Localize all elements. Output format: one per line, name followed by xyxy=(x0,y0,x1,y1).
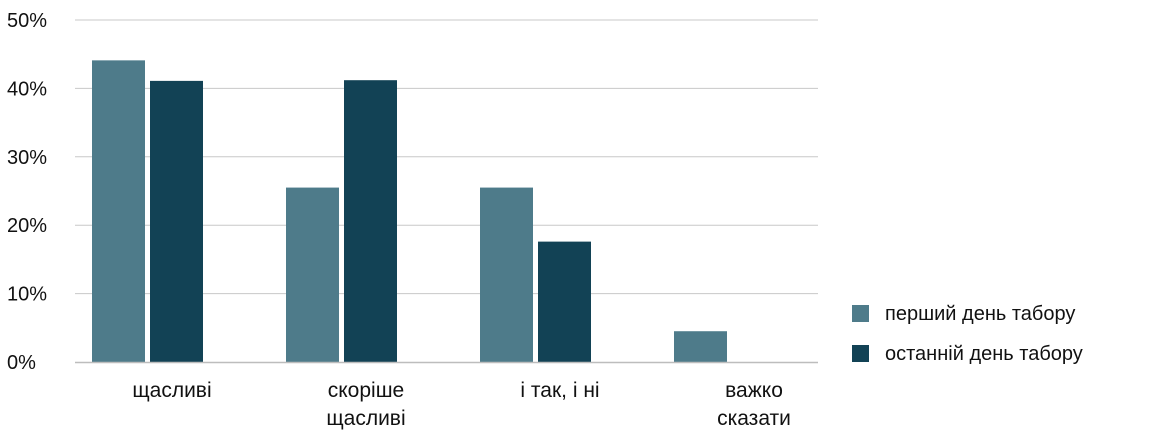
bar-series-1 xyxy=(674,331,727,362)
y-axis-ticks: 0% 10% 20% 30% 40% 50% xyxy=(7,10,47,374)
bar-series-2 xyxy=(344,80,397,362)
bar-series-1 xyxy=(92,60,145,363)
bar-series-1 xyxy=(480,187,533,362)
x-axis-labels: щасливі скоріше щасливі і так, і ні важко ска… xyxy=(132,379,791,430)
y-tick-label: 50% xyxy=(7,10,47,32)
y-tick-label: 0% xyxy=(7,352,36,374)
legend-label: останній день табору xyxy=(885,343,1083,365)
x-tick-label: важко сказати xyxy=(717,379,791,430)
bar-series-2 xyxy=(150,80,203,362)
legend-swatch xyxy=(852,305,869,322)
bar-series-1 xyxy=(286,187,339,362)
y-tick-label: 20% xyxy=(7,215,47,237)
y-tick-label: 10% xyxy=(7,284,47,306)
x-tick-label: щасливі xyxy=(132,379,211,402)
legend: перший день табору останній день табору xyxy=(852,303,1083,365)
y-tick-label: 30% xyxy=(7,147,47,169)
y-tick-label: 40% xyxy=(7,78,47,100)
legend-swatch xyxy=(852,345,869,362)
bar-series-2 xyxy=(538,241,591,362)
legend-label: перший день табору xyxy=(885,303,1075,325)
x-tick-label: скоріше щасливі xyxy=(326,379,405,430)
bars xyxy=(92,60,727,363)
x-tick-label: і так, і ні xyxy=(520,379,599,402)
